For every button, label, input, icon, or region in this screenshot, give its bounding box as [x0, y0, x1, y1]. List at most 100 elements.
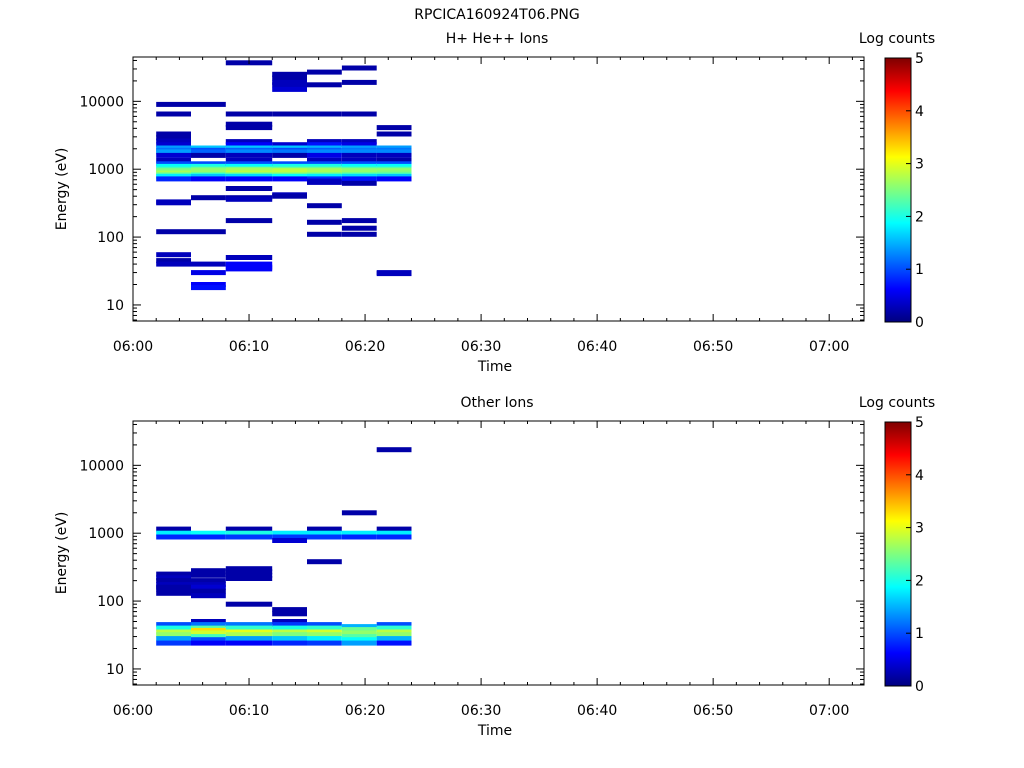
heatmap-cell: [376, 625, 412, 631]
heatmap-cell: [307, 139, 342, 145]
heatmap-cell: [272, 71, 307, 77]
heatmap-cell: [156, 252, 191, 258]
heatmap-cell: [341, 624, 377, 630]
heatmap-cell: [272, 632, 307, 638]
heatmap-cell: [191, 229, 226, 235]
heatmap-cell: [272, 636, 307, 642]
heatmap-cell: [156, 229, 191, 235]
heatmap-cell: [272, 538, 307, 543]
colorbar-title: Log counts: [859, 395, 935, 411]
colorbar-tick-label: 1: [915, 262, 924, 278]
heatmap-cell: [272, 534, 307, 540]
heatmap-cell: [156, 629, 191, 635]
colorbar-tick-label: 3: [915, 521, 924, 537]
y-tick-label: 100: [97, 594, 124, 610]
heatmap-cell: [307, 203, 342, 209]
heatmap-cell: [156, 152, 191, 158]
y-axis-label: Energy (eV): [54, 512, 70, 595]
heatmap-cell: [376, 447, 412, 453]
heatmap-cell: [191, 622, 226, 628]
heatmap-cell: [272, 149, 307, 155]
heatmap-cell: [272, 176, 307, 182]
heatmap-cell: [156, 149, 191, 155]
heatmap-cell: [272, 152, 307, 158]
y-tick-label: 100: [97, 230, 124, 246]
heatmap-cell: [191, 176, 226, 182]
heatmap-cell: [307, 632, 342, 638]
heatmap-cell: [341, 149, 377, 155]
heatmap-cell: [341, 225, 377, 231]
heatmap-cell: [225, 186, 273, 191]
x-tick-label: 06:50: [693, 339, 733, 355]
colorbar-title: Log counts: [859, 31, 935, 47]
y-axis-ticks: 10 100 1000 10000: [79, 59, 864, 321]
heatmap-cell: [376, 125, 412, 131]
heatmap-cell: [272, 111, 307, 117]
heatmap-cell: [225, 636, 273, 642]
heatmap-cell: [307, 559, 342, 565]
heatmap-cell: [225, 125, 273, 131]
x-tick-label: 06:20: [345, 339, 385, 355]
heatmap-cell: [225, 625, 273, 631]
y-tick-label: 10000: [79, 458, 124, 474]
heatmap-cell: [191, 619, 226, 624]
colorbar-tick-label: 5: [915, 415, 924, 431]
y-tick-label: 1000: [88, 526, 124, 542]
heatmap-cell: [156, 632, 191, 638]
heatmap-cell: [156, 161, 191, 167]
heatmap-cell: [156, 640, 191, 646]
y-tick-label: 1000: [88, 162, 124, 178]
heatmap-cell: [156, 131, 191, 137]
colorbar-ticks: 0 1 2 3 4 5: [906, 415, 924, 695]
heatmap-cell: [225, 196, 273, 202]
y-axis-ticks: 10 100 1000 10000: [79, 423, 864, 685]
heatmap-cell: [341, 142, 377, 148]
heatmap-cell: [225, 569, 273, 575]
heatmap-cell: [156, 625, 191, 631]
heatmap-cell: [376, 526, 412, 532]
heatmap-cell: [307, 534, 342, 540]
heatmap-cell: [376, 131, 412, 137]
heatmap-cell: [307, 152, 342, 158]
heatmap-cell: [376, 632, 412, 638]
heatmap-cell: [376, 636, 412, 642]
heatmap-cell: [225, 572, 273, 578]
heatmap-cell: [225, 622, 273, 628]
heatmap-cell: [272, 530, 307, 536]
heatmap-cell: [272, 607, 307, 613]
heatmap-cell: [225, 526, 273, 532]
heatmap-cell: [225, 149, 273, 155]
heatmap-cell: [225, 163, 273, 169]
heatmap-cell: [225, 139, 273, 145]
x-tick-label: 06:10: [229, 339, 269, 355]
colorbar-tick-label: 2: [915, 573, 924, 589]
heatmap-cell: [272, 163, 307, 169]
heatmap-cell: [341, 627, 377, 633]
heatmap-cell: [191, 593, 226, 599]
y-tick-label: 10: [106, 298, 124, 314]
colorbar-tick-label: 4: [915, 468, 924, 484]
heatmap-cell: [341, 634, 377, 640]
heatmap-cell: [341, 231, 377, 237]
heatmap-cell: [225, 566, 273, 572]
colorbar-tick-label: 1: [915, 626, 924, 642]
x-tick-label: 06:30: [461, 339, 501, 355]
heatmap-cell: [191, 634, 226, 640]
heatmap-cell: [272, 625, 307, 631]
heatmap-cell: [156, 138, 191, 144]
heatmap-cell: [307, 622, 342, 628]
heatmap-cell: [225, 534, 273, 540]
heatmap-cell: [156, 571, 191, 577]
heatmap-cell: [191, 285, 226, 291]
heatmap-cell: [191, 578, 226, 584]
heatmap-cell: [225, 142, 273, 148]
heatmap-cell: [156, 142, 191, 148]
heatmap-cell: [225, 152, 273, 158]
x-tick-label: 06:50: [693, 703, 733, 719]
heatmap-cell: [191, 530, 226, 536]
heatmap-cell: [225, 576, 273, 581]
heatmap-cell: [191, 588, 226, 594]
heatmap-cell: [376, 161, 412, 167]
heatmap-cell: [225, 640, 273, 646]
